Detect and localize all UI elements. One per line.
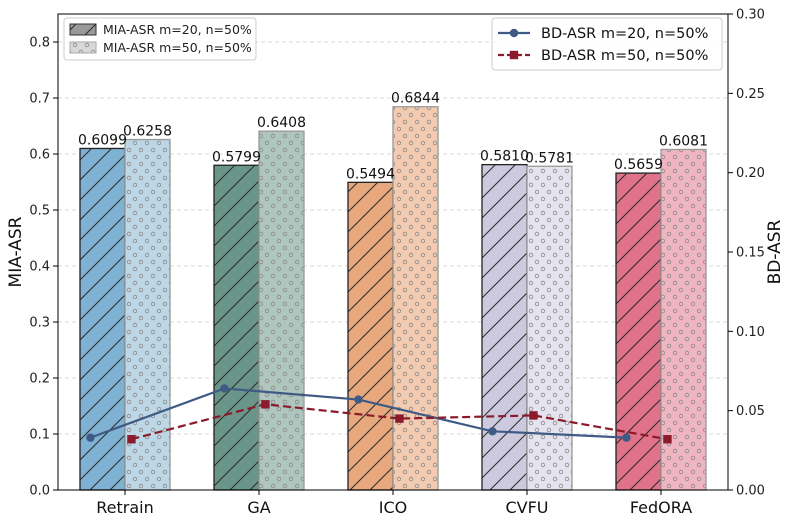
right-axis: 0.00 0.05 0.10 0.15 0.20 0.25 0.30 [728,8,765,499]
left-tick-label: 0.8 [29,36,50,51]
x-tick-label: GA [247,498,270,517]
line-2-point [529,411,538,420]
left-tick-label: 0.7 [29,92,50,107]
right-tick-label: 0.15 [736,246,765,261]
line-2-point [663,435,672,444]
bar-label-series2: 0.5781 [525,150,574,166]
left-tick-label: 0.3 [29,316,50,331]
line-1-point [622,433,631,442]
legend-line-2-marker [509,50,519,60]
bar-label-series2: 0.6081 [659,133,708,149]
line-2-point [395,414,404,423]
bar-series2 [526,165,573,491]
legend-bars: MIA-ASR m=20, n=50% MIA-ASR m=50, n=50% [63,17,257,61]
legend-line-1-marker [509,28,519,38]
bar-series2 [660,148,707,491]
bar-series1 [347,181,394,491]
x-tick-label: FedORA [630,498,692,517]
bar-series1 [615,172,662,491]
legend-label-series2: MIA-ASR m=50, n=50% [103,40,252,55]
right-tick-label: 0.30 [736,8,765,23]
y-axis-label-left: MIA-ASR [6,216,26,287]
y-axis-label-right: BD-ASR [765,219,785,284]
left-tick-label: 0.1 [29,428,50,443]
x-axis: Retrain GA ICO CVFU FedORA [96,490,692,517]
bar-label-series2: 0.6408 [257,115,306,131]
bar-label-series1: 0.5810 [480,149,529,165]
x-tick-label: ICO [379,498,407,517]
legend-swatch-series2 [69,41,97,54]
bar-series1 [481,163,528,491]
left-tick-label: 0.2 [29,372,50,387]
bar-series1 [213,164,260,491]
bar-label-series2: 0.6258 [123,124,172,140]
left-tick-label: 0.4 [29,260,50,275]
bar-label-series1: 0.5659 [614,157,663,173]
legend-swatch-series1 [69,23,97,36]
left-tick-label: 0.0 [29,484,50,499]
right-tick-label: 0.10 [736,325,765,340]
left-tick-label: 0.6 [29,148,50,163]
right-tick-label: 0.05 [736,404,765,419]
bar-series2 [392,106,439,491]
legend-lines: BD-ASR m=20, n=50% BD-ASR m=50, n=50% [491,17,723,71]
bar-label-series1: 0.6099 [78,132,127,148]
line-series [86,384,672,444]
left-axis: 0.0 0.1 0.2 0.3 0.4 0.5 0.6 0.7 0.8 [29,36,58,499]
bar-label-series1: 0.5799 [212,149,261,165]
legend-lines-box [491,17,723,71]
line-1-point [488,427,497,436]
left-tick-label: 0.5 [29,204,50,219]
legend-bars-box [63,17,257,61]
x-tick-label: Retrain [96,498,153,517]
right-tick-label: 0.25 [736,87,765,102]
right-tick-label: 0.00 [736,484,765,499]
bar-series2 [258,130,305,491]
legend-label-series1: MIA-ASR m=20, n=50% [103,22,252,37]
x-tick-label: CVFU [505,498,548,517]
bar-label-series1: 0.5494 [346,166,395,182]
line-2-point [127,435,136,444]
line-1-point [86,433,95,442]
right-tick-label: 0.20 [736,166,765,181]
line-1-point [354,395,363,404]
line-1-point [220,384,229,393]
bar-label-series2: 0.6844 [391,91,440,107]
legend-label-line1: BD-ASR m=20, n=50% [541,26,708,42]
line-2-point [261,400,270,409]
legend-label-line2: BD-ASR m=50, n=50% [541,48,708,64]
bars [79,106,707,491]
